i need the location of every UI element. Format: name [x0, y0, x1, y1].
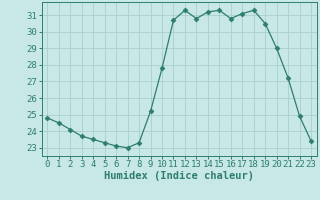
X-axis label: Humidex (Indice chaleur): Humidex (Indice chaleur) — [104, 171, 254, 181]
